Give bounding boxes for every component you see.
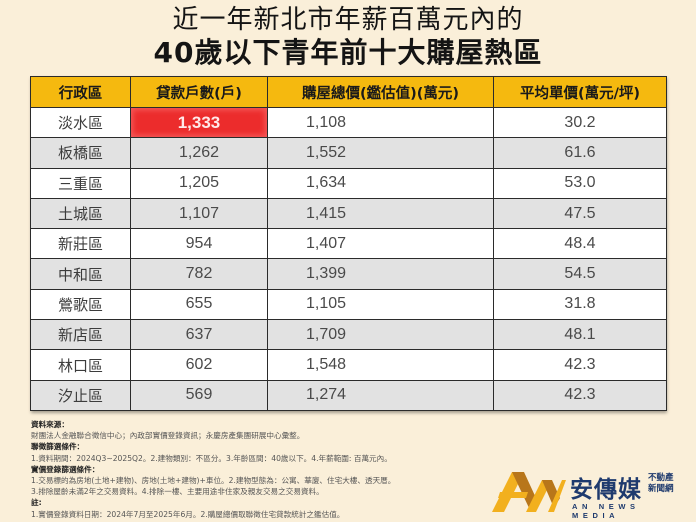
- total-price-cell: 1,634: [267, 167, 494, 199]
- households-cell: 569: [130, 379, 268, 411]
- district-cell: 鶯歌區: [30, 288, 131, 321]
- table-row: 新店區 637 1,709 48.1: [30, 319, 667, 351]
- logo-mark-icon: [492, 472, 566, 512]
- logo-subtitle-line-1: 不動產: [648, 473, 674, 483]
- total-price-cell: 1,105: [267, 288, 494, 321]
- total-price-cell: 1,709: [267, 319, 494, 351]
- households-cell: 1,205: [130, 167, 268, 199]
- district-cell: 土城區: [30, 197, 131, 230]
- note-text: 1.實價登錄資料日期：2024年7月至2025年6月。2.購屋總價取聯徵住宅貸款…: [31, 509, 345, 519]
- district-cell: 板橋區: [30, 137, 131, 169]
- unit-price-cell: 48.1: [493, 319, 667, 351]
- unit-price-cell: 42.3: [493, 379, 667, 411]
- logo-english-text: AN NEWS MEDIA: [572, 502, 640, 520]
- total-price-cell: 1,399: [267, 258, 494, 290]
- table-row: 淡水區 1,333 1,108 30.2: [30, 106, 667, 139]
- header-district: 行政區: [30, 76, 131, 108]
- households-cell: 954: [130, 228, 268, 260]
- registry-filter-text-2: 3.排除屋齡未滿2年之交易資料。4.排除一樓、主要用途非住家及親友交易之交易資料…: [31, 487, 324, 497]
- total-price-cell: 1,548: [267, 349, 494, 381]
- logo-brand-text: 安傳媒: [570, 477, 642, 503]
- ranking-table: 行政區 貸款戶數(戶) 購屋總價(鑑估值)(萬元) 平均單價(萬元/坪) 淡水區…: [30, 76, 667, 411]
- header-total-price: 購屋總價(鑑估值)(萬元): [267, 76, 494, 108]
- registry-filter-heading: 實價登錄篩選條件：: [31, 464, 100, 474]
- source-text: 財團法人金融聯合徵信中心；內政部實價登錄資訊；永慶房產集團研展中心彙整。: [31, 431, 305, 441]
- registry-filter-text-1: 1.交易標的為房地(土地+建物)、房地(土地+建物)+車位。2.建物型態為：公寓…: [31, 476, 396, 486]
- table-row: 板橋區 1,262 1,552 61.6: [30, 137, 667, 169]
- logo-subtitle-line-2: 新聞網: [648, 484, 674, 494]
- source-heading: 資料來源：: [31, 420, 69, 429]
- header-households: 貸款戶數(戶): [130, 76, 268, 108]
- total-price-cell: 1,274: [267, 379, 494, 411]
- table-header-row: 行政區 貸款戶數(戶) 購屋總價(鑑估值)(萬元) 平均單價(萬元/坪): [30, 76, 667, 108]
- table-row: 林口區 602 1,548 42.3: [30, 349, 667, 381]
- page-title: 近一年新北市年薪百萬元內的 40歲以下青年前十大購屋熱區: [0, 4, 696, 70]
- footnotes: 資料來源： 財團法人金融聯合徵信中心；內政部實價登錄資訊；永慶房產集團研展中心彙…: [31, 419, 471, 520]
- total-price-cell: 1,108: [267, 106, 494, 139]
- unit-price-cell: 61.6: [493, 137, 667, 169]
- households-cell-highlighted: 1,333: [130, 106, 268, 139]
- table-row: 鶯歌區 655 1,105 31.8: [30, 288, 667, 321]
- unit-price-cell: 42.3: [493, 349, 667, 381]
- households-cell: 1,107: [130, 197, 268, 230]
- unit-price-cell: 54.5: [493, 258, 667, 290]
- logo-subtitle: 不動產 新聞網: [648, 473, 674, 495]
- district-cell: 新店區: [30, 319, 131, 351]
- district-cell: 汐止區: [30, 379, 131, 411]
- table-row: 土城區 1,107 1,415 47.5: [30, 197, 667, 230]
- table-row: 中和區 782 1,399 54.5: [30, 258, 667, 290]
- unit-price-cell: 47.5: [493, 197, 667, 230]
- table-row: 新莊區 954 1,407 48.4: [30, 228, 667, 260]
- total-price-cell: 1,415: [267, 197, 494, 230]
- jcic-filter-heading: 聯徵篩選條件：: [31, 442, 85, 452]
- households-cell: 637: [130, 319, 268, 351]
- title-line-2: 40歲以下青年前十大購屋熱區: [153, 36, 543, 69]
- jcic-filter-text: 1.資料期間：2024Q3~2025Q2。2.建物類別：不區分。3.年齡區間：4…: [31, 453, 392, 463]
- header-unit-price: 平均單價(萬元/坪): [493, 76, 667, 108]
- total-price-cell: 1,407: [267, 228, 494, 260]
- district-cell: 三重區: [30, 167, 131, 199]
- an-news-media-logo: 安傳媒 不動產 新聞網 AN NEWS MEDIA: [490, 468, 690, 520]
- district-cell: 淡水區: [30, 106, 131, 139]
- table-row: 汐止區 569 1,274 42.3: [30, 379, 667, 411]
- unit-price-cell: 53.0: [493, 167, 667, 199]
- title-line-1: 近一年新北市年薪百萬元內的: [172, 5, 524, 35]
- unit-price-cell: 31.8: [493, 288, 667, 321]
- note-heading: 註:: [31, 498, 42, 508]
- table-row: 三重區 1,205 1,634 53.0: [30, 167, 667, 199]
- households-cell: 1,262: [130, 137, 268, 169]
- total-price-cell: 1,552: [267, 137, 494, 169]
- households-cell: 782: [130, 258, 268, 290]
- households-cell: 602: [130, 349, 268, 381]
- district-cell: 林口區: [30, 349, 131, 381]
- unit-price-cell: 48.4: [493, 228, 667, 260]
- unit-price-cell: 30.2: [493, 106, 667, 139]
- households-cell: 655: [130, 288, 268, 321]
- district-cell: 中和區: [30, 258, 131, 290]
- district-cell: 新莊區: [30, 228, 131, 260]
